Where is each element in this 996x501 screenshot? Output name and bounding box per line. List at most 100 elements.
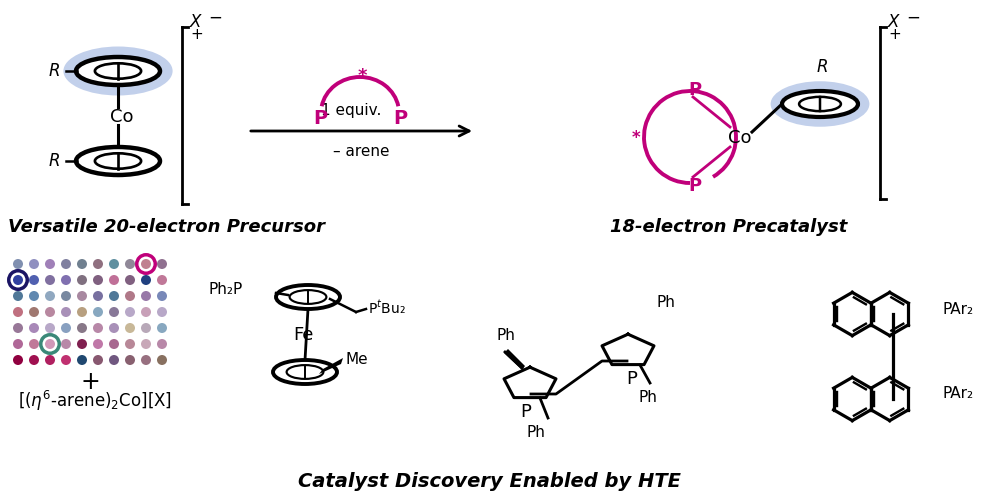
Circle shape (77, 339, 87, 349)
Ellipse shape (273, 360, 337, 384)
Text: +: + (190, 27, 203, 42)
Circle shape (93, 308, 103, 317)
Circle shape (13, 355, 23, 365)
Circle shape (61, 339, 71, 349)
Circle shape (29, 292, 39, 302)
Circle shape (109, 260, 119, 270)
Circle shape (125, 260, 135, 270)
Circle shape (93, 339, 103, 349)
Circle shape (61, 292, 71, 302)
Text: Me: Me (345, 351, 368, 366)
Circle shape (141, 276, 151, 286)
Circle shape (61, 323, 71, 333)
Circle shape (45, 276, 55, 286)
Polygon shape (504, 349, 525, 370)
Circle shape (77, 323, 87, 333)
Polygon shape (634, 316, 655, 337)
Text: P: P (626, 369, 637, 387)
Circle shape (125, 339, 135, 349)
Text: Co: Co (111, 108, 133, 126)
Circle shape (45, 260, 55, 270)
Polygon shape (319, 358, 343, 374)
Text: Ph: Ph (497, 327, 516, 342)
Circle shape (157, 339, 167, 349)
Circle shape (77, 260, 87, 270)
Circle shape (13, 292, 23, 302)
Circle shape (13, 308, 23, 317)
Circle shape (29, 260, 39, 270)
Circle shape (45, 339, 55, 349)
Text: P$^t$Bu₂: P$^t$Bu₂ (368, 299, 405, 316)
Text: R: R (817, 58, 828, 76)
Text: R: R (49, 152, 60, 170)
Circle shape (157, 260, 167, 270)
Text: 1 equiv.: 1 equiv. (322, 103, 381, 118)
Text: PAr₂: PAr₂ (943, 301, 974, 316)
Circle shape (45, 292, 55, 302)
Text: *: * (358, 67, 367, 85)
Circle shape (157, 276, 167, 286)
Text: Ph: Ph (527, 424, 546, 439)
Circle shape (61, 260, 71, 270)
Ellipse shape (782, 92, 858, 118)
Circle shape (13, 260, 23, 270)
Circle shape (61, 308, 71, 317)
Circle shape (141, 323, 151, 333)
Circle shape (141, 308, 151, 317)
Circle shape (13, 276, 23, 286)
Circle shape (109, 276, 119, 286)
Circle shape (29, 339, 39, 349)
Circle shape (77, 292, 87, 302)
Circle shape (109, 323, 119, 333)
Circle shape (125, 355, 135, 365)
Text: [($\eta^6$-arene)$_2$Co][X]: [($\eta^6$-arene)$_2$Co][X] (18, 388, 172, 412)
Circle shape (141, 260, 151, 270)
Ellipse shape (276, 286, 340, 310)
Circle shape (93, 276, 103, 286)
Circle shape (29, 355, 39, 365)
Circle shape (157, 355, 167, 365)
Text: Catalyst Discovery Enabled by HTE: Catalyst Discovery Enabled by HTE (299, 471, 681, 490)
Circle shape (93, 323, 103, 333)
Text: +: + (80, 369, 100, 393)
Circle shape (93, 260, 103, 270)
Circle shape (141, 355, 151, 365)
Ellipse shape (64, 48, 172, 96)
Text: – arene: – arene (334, 144, 389, 159)
Text: −: − (208, 9, 222, 27)
Text: 18-electron Precatalyst: 18-electron Precatalyst (610, 217, 848, 235)
Ellipse shape (771, 82, 870, 127)
Circle shape (45, 308, 55, 317)
Circle shape (109, 355, 119, 365)
Circle shape (93, 292, 103, 302)
Circle shape (77, 355, 87, 365)
Circle shape (109, 292, 119, 302)
Text: Ph₂P: Ph₂P (209, 282, 243, 297)
Circle shape (45, 355, 55, 365)
Text: R: R (49, 62, 60, 80)
Circle shape (157, 292, 167, 302)
Circle shape (61, 355, 71, 365)
Circle shape (93, 355, 103, 365)
Text: Ph: Ph (656, 295, 675, 310)
Text: Co: Co (728, 129, 752, 147)
Text: P: P (688, 81, 701, 99)
Text: P: P (313, 109, 327, 128)
Text: P: P (688, 177, 701, 194)
Text: Versatile 20-electron Precursor: Versatile 20-electron Precursor (8, 217, 325, 235)
Circle shape (29, 323, 39, 333)
Circle shape (13, 323, 23, 333)
Circle shape (125, 276, 135, 286)
Circle shape (61, 276, 71, 286)
Text: P: P (521, 402, 532, 420)
Circle shape (45, 323, 55, 333)
Circle shape (125, 323, 135, 333)
Circle shape (141, 292, 151, 302)
Text: PAr₂: PAr₂ (943, 386, 974, 401)
Circle shape (109, 339, 119, 349)
Circle shape (29, 308, 39, 317)
Ellipse shape (76, 148, 160, 176)
Text: P: P (393, 109, 407, 128)
Text: Fe: Fe (293, 326, 313, 344)
Text: X: X (190, 13, 201, 31)
